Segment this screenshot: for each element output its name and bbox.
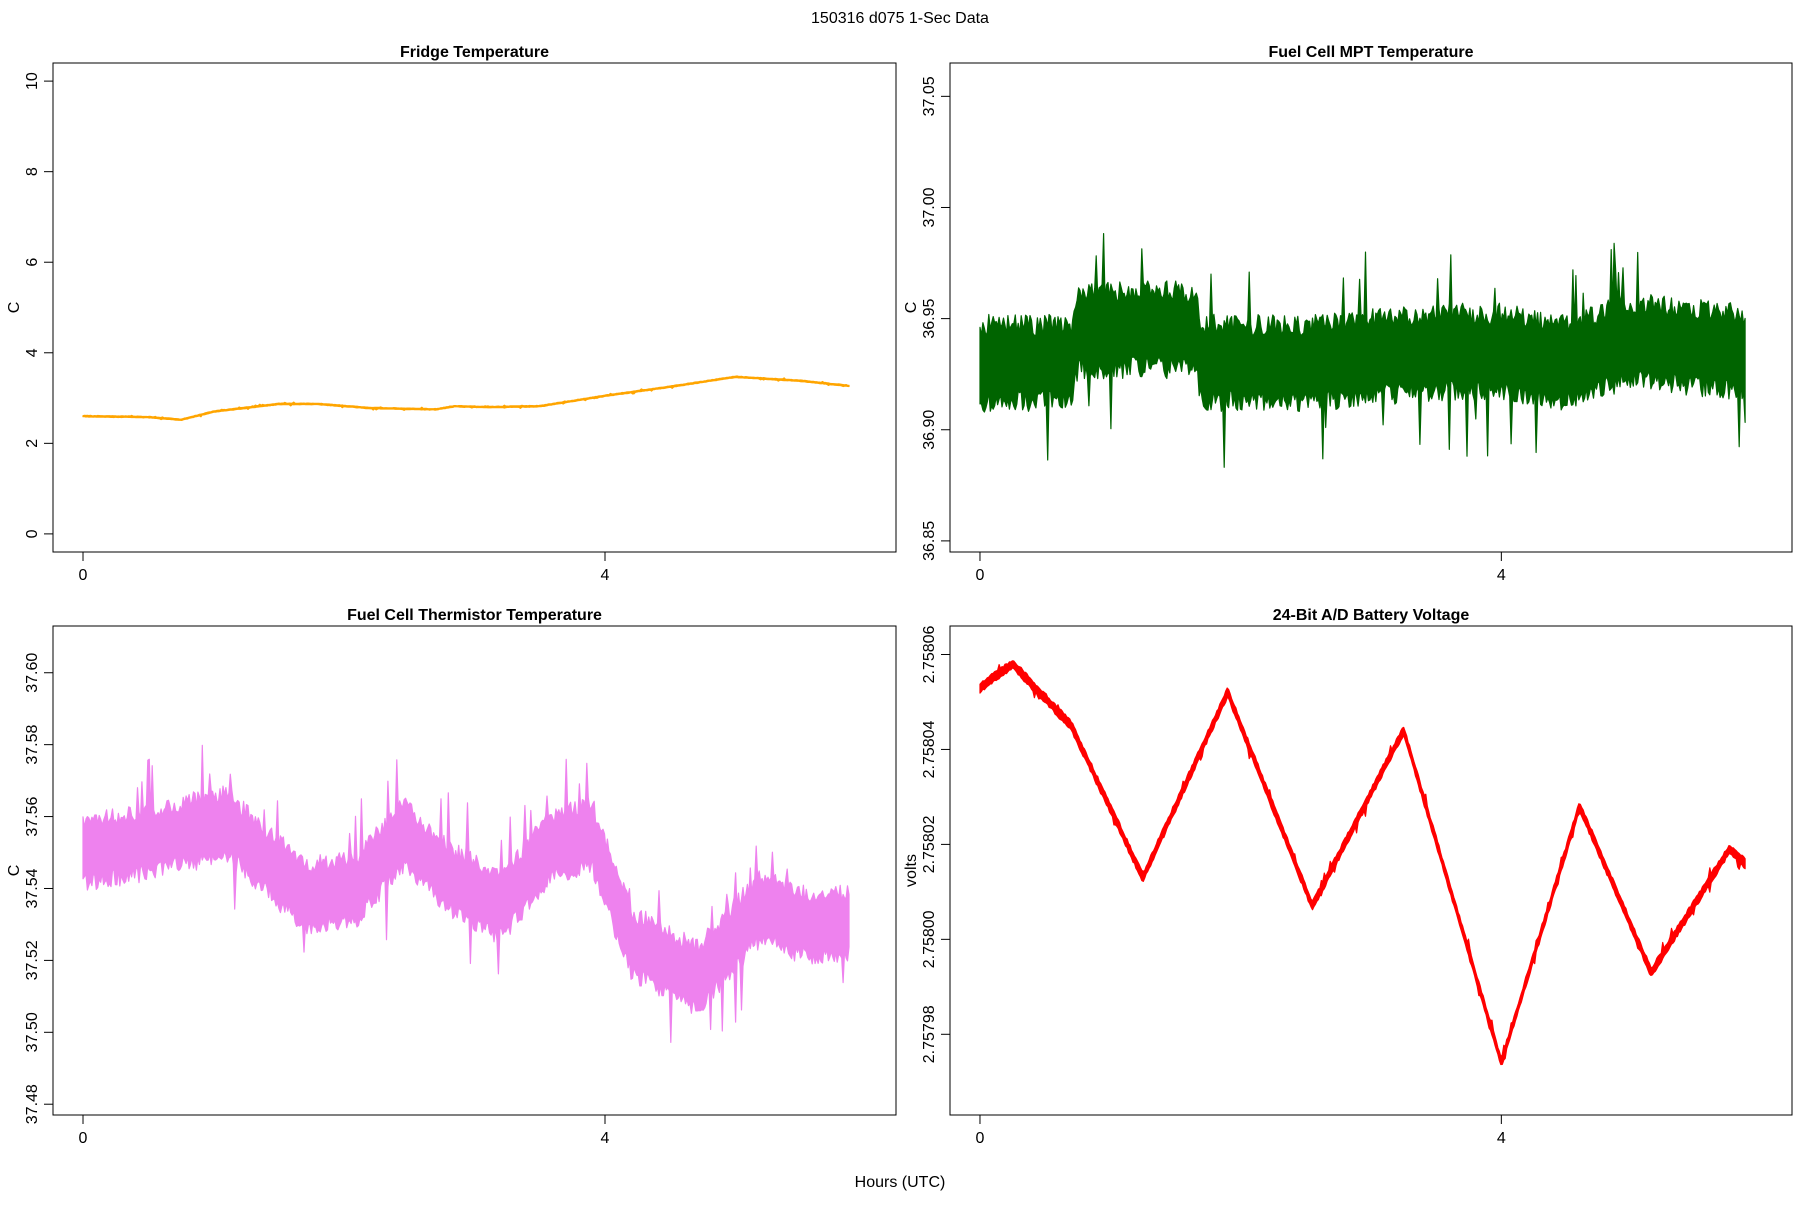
x-tick-label: 0 bbox=[79, 567, 88, 584]
y-tick-label: 2.75798 bbox=[921, 1005, 938, 1063]
x-tick-label: 0 bbox=[976, 567, 985, 584]
y-tick-label: 4 bbox=[24, 348, 41, 357]
plot-frame bbox=[52, 62, 897, 553]
y-axis-label: C bbox=[903, 302, 920, 314]
y-tick-label: 37.56 bbox=[24, 796, 41, 836]
x-tick-label: 4 bbox=[1497, 1130, 1506, 1147]
y-tick-label: 37.58 bbox=[24, 725, 41, 765]
y-axis-label: volts bbox=[903, 854, 920, 887]
y-axis-label: C bbox=[6, 865, 23, 877]
data-series bbox=[82, 375, 850, 421]
panel-title: Fuel Cell MPT Temperature bbox=[1268, 44, 1473, 61]
y-tick-label: 2.75806 bbox=[921, 625, 938, 683]
x-tick-label: 0 bbox=[976, 1130, 985, 1147]
data-series bbox=[979, 233, 1746, 468]
y-tick-label: 2 bbox=[24, 439, 41, 448]
plot-frame bbox=[949, 625, 1793, 1116]
panel-title: 24-Bit A/D Battery Voltage bbox=[1273, 607, 1470, 624]
y-tick-label: 36.85 bbox=[921, 521, 938, 561]
y-tick-label: 2.75800 bbox=[921, 910, 938, 968]
figure-title: 150316 d075 1-Sec Data bbox=[811, 10, 989, 27]
y-tick-label: 37.54 bbox=[24, 868, 41, 908]
y-tick-label: 8 bbox=[24, 167, 41, 176]
y-tick-label: 37.05 bbox=[921, 76, 938, 116]
y-tick-label: 0 bbox=[24, 529, 41, 538]
y-axis: 2.75798 2.75800 2.75802 2.75804 2.75806 bbox=[921, 625, 950, 1063]
x-tick-label: 4 bbox=[601, 1130, 610, 1147]
data-series bbox=[979, 660, 1746, 1066]
x-tick-label: 4 bbox=[1497, 567, 1506, 584]
y-axis: 36.85 36.90 36.95 37.00 37.05 bbox=[921, 76, 950, 561]
y-tick-label: 37.00 bbox=[921, 187, 938, 227]
x-axis-label: Hours (UTC) bbox=[855, 1174, 946, 1191]
y-axis-label: C bbox=[6, 302, 23, 314]
panel-title: Fuel Cell Thermistor Temperature bbox=[347, 607, 602, 624]
panel-title: Fridge Temperature bbox=[400, 44, 549, 61]
y-tick-label: 37.60 bbox=[24, 653, 41, 693]
x-tick-label: 4 bbox=[601, 567, 610, 584]
y-tick-label: 2.75802 bbox=[921, 815, 938, 873]
x-tick-label: 0 bbox=[79, 1130, 88, 1147]
y-axis: 37.48 37.50 37.52 37.54 37.56 37.58 37.60 bbox=[24, 653, 53, 1124]
y-tick-label: 37.50 bbox=[24, 1012, 41, 1052]
y-tick-label: 2.75804 bbox=[921, 720, 938, 778]
y-tick-label: 36.90 bbox=[921, 410, 938, 450]
y-tick-label: 10 bbox=[24, 72, 41, 90]
y-axis: 0 2 4 6 8 10 bbox=[24, 72, 53, 538]
y-tick-label: 37.52 bbox=[24, 940, 41, 980]
y-tick-label: 36.95 bbox=[921, 298, 938, 338]
data-series bbox=[82, 744, 850, 1043]
y-tick-label: 6 bbox=[24, 258, 41, 267]
y-tick-label: 37.48 bbox=[24, 1084, 41, 1124]
